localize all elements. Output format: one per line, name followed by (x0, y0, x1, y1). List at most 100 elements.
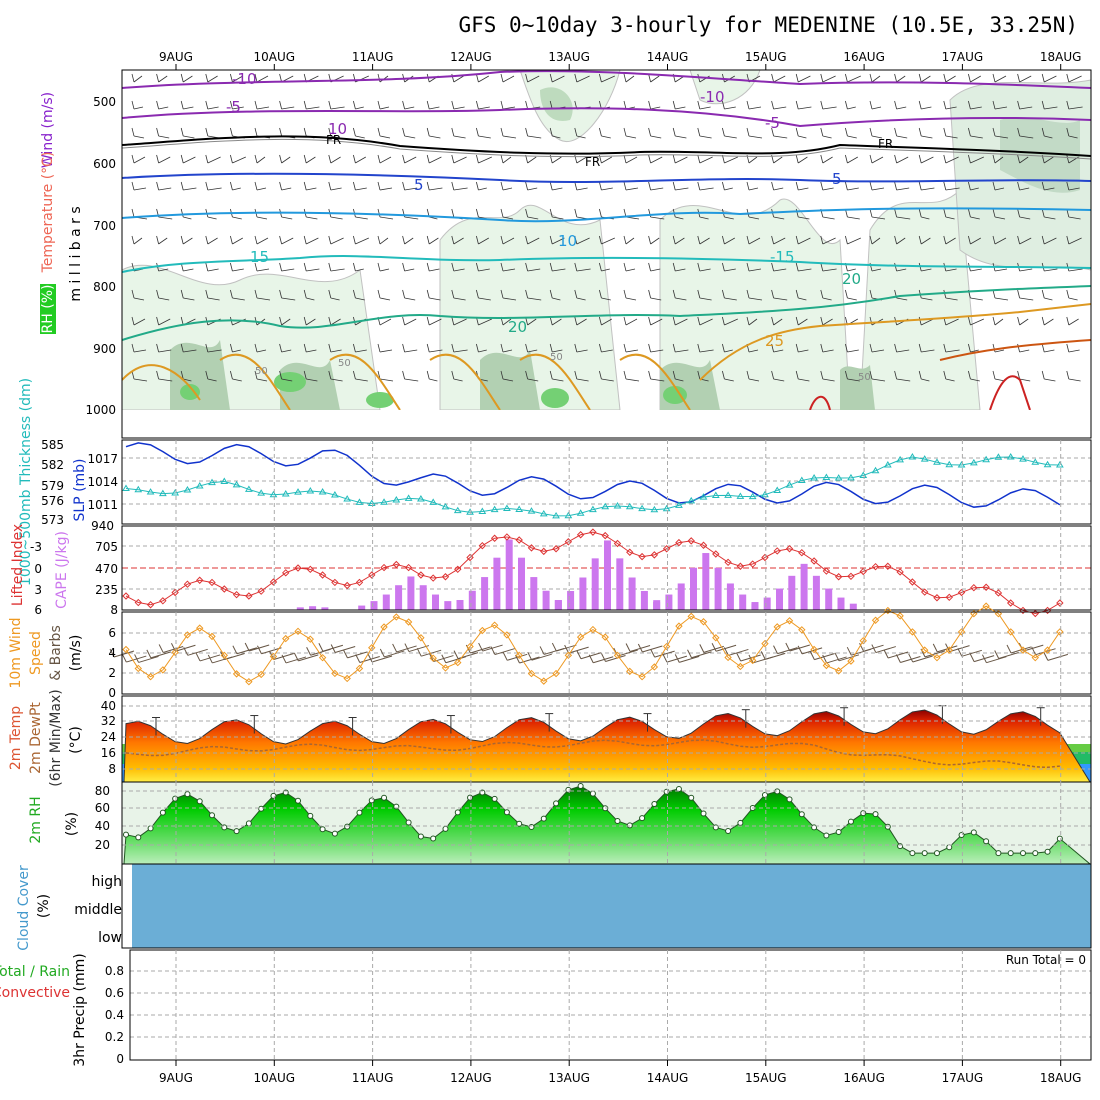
lifted-index-marker (724, 558, 732, 567)
upper-wind-barb (281, 268, 295, 272)
upper-wind-barb-flag (943, 370, 947, 380)
wind-barb-flag (908, 653, 914, 663)
wind-barb (335, 646, 356, 653)
upper-wind-barb (183, 378, 192, 382)
upper-wind-barb (650, 216, 665, 220)
upper-wind-barb-flag (869, 343, 873, 353)
upper-wind-barb-flag (451, 154, 455, 164)
upper-wind-barb (207, 378, 217, 382)
upper-wind-barb-flag (623, 127, 627, 137)
wind-barb (261, 647, 282, 655)
upper-wind-barb (945, 216, 955, 220)
upper-wind-barb-flag (156, 181, 159, 191)
upper-wind-barb-flag (894, 154, 897, 164)
wind-barb (113, 650, 135, 658)
li-tick: 6 (34, 603, 42, 617)
rh-marker (589, 790, 596, 797)
upper-wind-barb-flag (549, 181, 553, 191)
upper-wind-barb (527, 135, 542, 139)
upper-wind-barb-flag (426, 100, 430, 110)
lifted-index-marker (576, 531, 585, 539)
upper-wind-barb (896, 106, 907, 110)
upper-wind-barb (453, 349, 468, 353)
upper-wind-barb (183, 268, 194, 272)
temp2m-label-c: (6hr Min/Max) (48, 689, 64, 786)
upper-wind-barb (404, 378, 419, 382)
thickness-marker (257, 489, 266, 496)
upper-wind-barb (699, 135, 712, 139)
upper-wind-barb-flag (648, 181, 651, 191)
upper-wind-barb (1019, 268, 1033, 272)
upper-wind-barb-flag (599, 208, 602, 218)
wind-barb-flag (822, 654, 828, 664)
upper-wind-barb (970, 378, 980, 382)
upper-wind-barb-flag (1041, 235, 1045, 245)
upper-wind-barb-flag (451, 100, 455, 110)
thickness-marker (675, 501, 683, 508)
isotherm-label: 5 (414, 176, 424, 194)
upper-wind-barb (601, 349, 613, 353)
wind-barb (285, 656, 307, 664)
upper-wind-barb (994, 187, 1005, 191)
upper-wind-barb (798, 378, 810, 382)
upper-wind-barb-flag (254, 262, 258, 272)
wind-speed-marker (232, 670, 241, 678)
upper-wind-barb (675, 318, 688, 326)
rh-label: 50 (858, 372, 871, 383)
isotherm-label: -5 (765, 114, 780, 132)
thickness-tick: 573 (41, 513, 64, 527)
wind-speed-marker (134, 664, 142, 673)
upper-wind-barb-flag (771, 127, 774, 137)
upper-wind-barb-flag (771, 100, 774, 110)
cape-bar (616, 558, 624, 610)
upper-wind-barb-flag (746, 235, 750, 245)
thickness-marker (994, 453, 1003, 460)
upper-wind-barb-flag (574, 73, 578, 83)
upper-wind-barb-flag (968, 73, 971, 83)
wind-speed-marker (490, 621, 499, 629)
upper-wind-barb-flag (525, 127, 528, 137)
cape-bar (837, 597, 845, 610)
run-total: Run Total = 0 (1006, 953, 1086, 967)
upper-wind-barb-flag (820, 127, 824, 137)
upper-wind-barb (945, 349, 960, 353)
thickness-axis: 585 582 579 576 573 (41, 438, 64, 527)
upper-wind-barb (1044, 106, 1058, 110)
upper-wind-barb-flag (402, 289, 405, 299)
upper-wind-barb-flag (180, 208, 184, 218)
upper-wind-barb-flag (1017, 100, 1020, 110)
upper-wind-barb (921, 378, 930, 382)
upper-wind-barb-flag (918, 154, 922, 164)
upper-wind-barb (527, 187, 538, 191)
upper-wind-barb (847, 268, 856, 272)
upper-wind-barb (773, 297, 788, 301)
wind-barb (384, 650, 405, 658)
precip-tick: 0.2 (105, 1030, 124, 1044)
upper-wind-barb-flag (648, 73, 651, 83)
upper-wind-barb (871, 75, 881, 83)
upper-wind-barb-flag (992, 370, 996, 380)
rh-marker (405, 819, 412, 826)
wind-speed-marker (269, 652, 278, 661)
lifted-index-marker (589, 528, 597, 536)
upper-wind-barb (970, 135, 983, 139)
upper-wind-barb (133, 135, 145, 139)
upper-wind-barb-flag (648, 262, 651, 272)
upper-wind-barb (330, 378, 343, 382)
upper-wind-barb-flag (574, 289, 578, 299)
upper-wind-barb (355, 297, 365, 301)
wind-barb (617, 649, 638, 657)
upper-wind-barb (625, 318, 638, 326)
upper-wind-barb-flag (500, 100, 504, 110)
li-tick: 0 (34, 562, 42, 576)
wind-speed-marker (196, 624, 204, 632)
upper-wind-barb-flag (697, 100, 701, 110)
cloud-label-b: (%) (36, 894, 52, 918)
precip-total-label: Total / Rain (0, 964, 70, 980)
upper-wind-barb-flag (918, 316, 922, 326)
wind-speed-marker (454, 658, 462, 667)
upper-wind-barb-flag (697, 370, 701, 380)
upper-wind-barb-flag (254, 181, 258, 191)
upper-wind-barb-flag (968, 208, 971, 218)
upper-wind-barb-flag (279, 262, 282, 272)
